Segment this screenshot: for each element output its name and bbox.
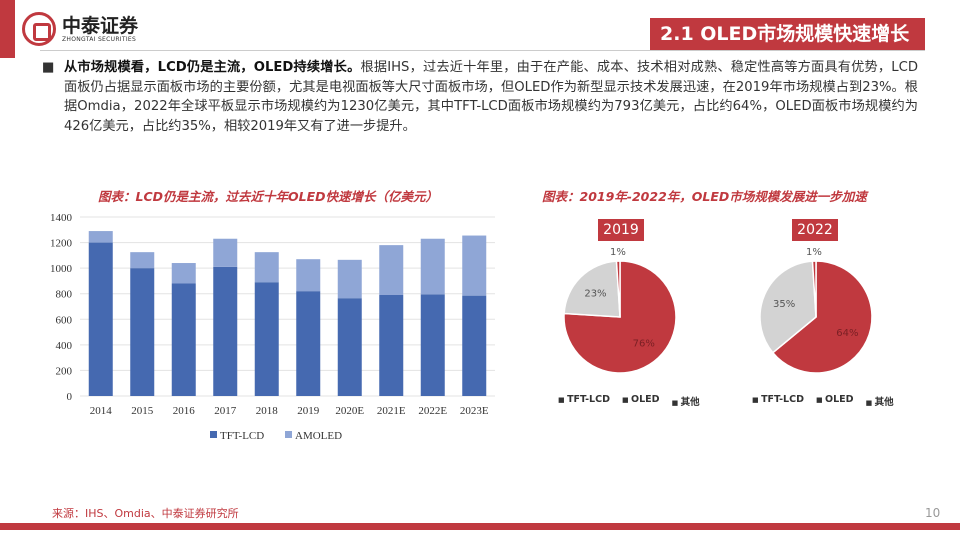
- y-tick-label: 1200: [50, 238, 73, 250]
- bar-tft-lcd-2023E: [462, 295, 487, 396]
- bar-amoled-2021E: [379, 245, 404, 295]
- y-tick-label: 800: [56, 289, 73, 301]
- pie-slice-2019-其他: [615, 260, 621, 318]
- pie-slice-2022-TFT-LCD: [771, 260, 873, 374]
- legend-oled: OLED: [816, 394, 854, 408]
- intro-paragraph: ■ 从市场规模看，LCD仍是主流，OLED持续增长。根据IHS，过去近十年里，由…: [42, 58, 918, 136]
- bar-chart: 0 200 400 600 800 1000 1200 1400 2014 2015 2016 201…: [50, 212, 495, 442]
- legend-other: 其他: [672, 394, 700, 408]
- bar-amoled-2016: [171, 263, 196, 284]
- x-tick-label: 2017: [214, 405, 237, 417]
- pie-slice-2022-OLED: [759, 260, 817, 354]
- pie-legend-2022: TFT-LCD OLED 其他: [752, 394, 894, 408]
- y-tick-label: 400: [56, 340, 73, 352]
- bar-amoled-2018: [254, 252, 279, 283]
- legend-oled: OLED: [622, 394, 660, 408]
- y-tick-label: 1400: [50, 212, 73, 224]
- bar-tft-lcd-2015: [130, 268, 155, 396]
- logo-icon: [22, 12, 56, 46]
- logo-subtext: ZHONGTAI SECURITIES: [62, 35, 137, 43]
- x-tick-label: 2016: [173, 405, 196, 417]
- bar-amoled-2020E: [337, 259, 362, 299]
- pie-2019-label: 2019: [598, 219, 644, 241]
- bar-tft-lcd-2022E: [420, 294, 445, 396]
- y-tick-label: 1000: [50, 263, 73, 275]
- accent-bar: [0, 0, 15, 58]
- x-tick-label: 2021E: [377, 405, 406, 417]
- legend-other: 其他: [866, 394, 894, 408]
- bar-amoled-2017: [213, 238, 238, 267]
- pie-data-label: 1%: [806, 247, 822, 258]
- pie-data-label: 1%: [610, 247, 626, 258]
- bar-tft-lcd-2016: [171, 283, 196, 396]
- bar-amoled-2019: [296, 259, 321, 292]
- pie-slice-2022-其他: [811, 260, 817, 318]
- pie-chart-title: 图表：2019年-2022年，OLED市场规模发展进一步加速: [542, 189, 867, 204]
- x-tick-label: 2015: [131, 405, 154, 417]
- pie-slice-2019-OLED: [563, 260, 621, 318]
- pie-data-label: 76%: [633, 338, 655, 349]
- bar-amoled-2015: [130, 252, 155, 269]
- legend-swatch: [210, 431, 217, 438]
- legend-tft-lcd: TFT-LCD: [752, 394, 804, 408]
- bar-amoled-2014: [88, 231, 113, 243]
- bar-tft-lcd-2019: [296, 291, 321, 396]
- legend-label: TFT-LCD: [220, 430, 264, 442]
- legend-tft-lcd: TFT-LCD: [558, 394, 610, 408]
- legend-swatch: [285, 431, 292, 438]
- source-note: 来源：IHS、Omdia、中泰证券研究所: [52, 507, 239, 520]
- bar-tft-lcd-2017: [213, 266, 238, 396]
- logo-text: 中泰证券: [62, 14, 139, 37]
- pie-data-label: 64%: [836, 328, 858, 339]
- divider: [40, 50, 925, 51]
- y-tick-label: 0: [67, 391, 73, 403]
- bar-tft-lcd-2020E: [337, 298, 362, 396]
- pie-legend-2019: TFT-LCD OLED 其他: [558, 394, 700, 408]
- logo: 中泰证券 ZHONGTAI SECURITIES: [22, 12, 138, 46]
- bar-tft-lcd-2021E: [379, 294, 404, 396]
- pie-data-label: 23%: [584, 288, 606, 299]
- y-tick-label: 200: [56, 365, 73, 377]
- y-tick-label: 600: [56, 314, 73, 326]
- pie-charts: 76% 23% 1% 64% 35% 1%: [563, 247, 873, 374]
- intro-text: 根据IHS，过去近十年里，由于在产能、成本、技术相对成熟、稳定性高等方面具有优势…: [64, 60, 918, 134]
- pie-data-label: 35%: [773, 299, 795, 310]
- page-number: 10: [925, 506, 941, 520]
- x-tick-label: 2018: [256, 405, 279, 417]
- x-tick-label: 2014: [90, 405, 113, 417]
- bar-amoled-2022E: [420, 238, 445, 295]
- footer-band: [0, 523, 960, 530]
- intro-bold: 从市场规模看，LCD仍是主流，OLED持续增长。: [64, 60, 361, 75]
- bar-chart-title: 图表：LCD仍是主流，过去近十年OLED快速增长（亿美元）: [98, 189, 439, 204]
- bar-amoled-2023E: [462, 235, 487, 296]
- x-tick-label: 2022E: [418, 405, 447, 417]
- bar-tft-lcd-2014: [88, 242, 113, 396]
- bullet-icon: ■: [42, 60, 55, 75]
- x-tick-label: 2023E: [460, 405, 489, 417]
- legend-label: AMOLED: [295, 430, 342, 442]
- x-tick-label: 2020E: [335, 405, 364, 417]
- x-tick-label: 2019: [297, 405, 320, 417]
- pie-2022-label: 2022: [792, 219, 838, 241]
- bar-tft-lcd-2018: [254, 282, 279, 396]
- page-title: 2.1 OLED市场规模快速增长: [650, 18, 925, 50]
